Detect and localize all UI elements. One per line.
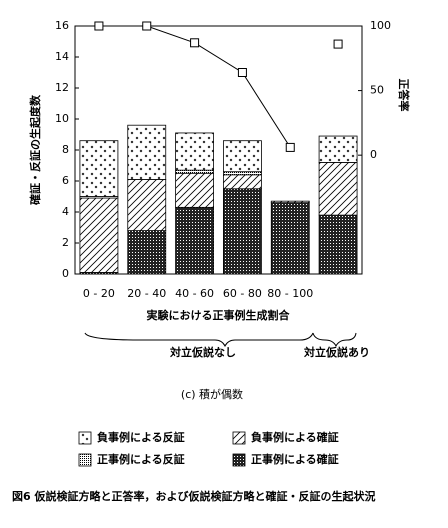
bar-segment xyxy=(318,214,358,275)
bar-segment xyxy=(175,172,214,208)
rate-marker xyxy=(237,68,247,77)
x-tick-label: 80 - 100 xyxy=(267,287,313,300)
bar-segment xyxy=(79,197,119,273)
group-label: 対立仮説なし xyxy=(169,345,236,359)
y2-tick-label: 100 xyxy=(370,19,391,32)
legend-swatch xyxy=(78,453,92,467)
y-tick-label: 10 xyxy=(55,112,69,125)
bar-segment xyxy=(175,206,214,275)
bar-segment xyxy=(318,161,358,216)
x-axis-label: 実験における正事例生成割合 xyxy=(147,308,291,322)
y-tick-label: 6 xyxy=(62,174,69,187)
bar-segment xyxy=(270,200,310,204)
x-tick-label: 20 - 40 xyxy=(127,287,166,300)
bar-segment xyxy=(127,230,167,275)
group-label: 対立仮説あり xyxy=(303,345,370,359)
bar-segment xyxy=(223,174,262,190)
y-tick-label: 2 xyxy=(62,236,69,249)
bar-segment xyxy=(79,140,119,197)
y2-axis-label: 正答率 xyxy=(397,79,411,112)
x-tick-label: 40 - 60 xyxy=(175,287,214,300)
legend-label: 正事例による反証 xyxy=(97,452,185,466)
group-brace xyxy=(84,332,357,348)
x-tick-label: 0 - 20 xyxy=(83,287,115,300)
y-tick-label: 4 xyxy=(62,205,69,218)
caption: 図6 仮説検証方略と正答率，および仮説検証方略と確証・反証の生起状況 xyxy=(12,489,375,503)
bar-segment xyxy=(270,202,310,275)
y2-tick-label: 50 xyxy=(370,84,384,97)
legend-swatch xyxy=(232,431,246,445)
legend-swatch xyxy=(232,453,246,467)
legend-label: 正事例による確証 xyxy=(251,452,339,466)
bar-segment xyxy=(127,179,167,231)
rate-marker xyxy=(142,21,152,31)
y-axis-label: 確証・反証の生起度数 xyxy=(28,94,42,205)
legend-label: 負事例による反証 xyxy=(97,430,185,444)
bar-segment xyxy=(175,169,214,174)
subtitle: (c) 積が偶数 xyxy=(181,387,243,401)
y2-tick-label: 0 xyxy=(370,148,377,161)
bar-segment xyxy=(127,124,167,180)
y-tick-label: 8 xyxy=(62,143,69,156)
y-tick-label: 14 xyxy=(55,50,69,63)
legend-label: 負事例による確証 xyxy=(251,430,339,444)
bar-segment xyxy=(223,171,262,176)
bar-segment xyxy=(318,135,358,163)
rate-marker xyxy=(94,21,104,31)
x-tick-label: 60 - 80 xyxy=(223,287,262,300)
bar-segment xyxy=(175,132,214,171)
bar-segment xyxy=(223,140,262,173)
y-tick-label: 12 xyxy=(55,81,69,94)
rate-marker xyxy=(285,142,295,152)
rate-marker xyxy=(190,38,200,48)
legend-swatch xyxy=(78,431,92,445)
y-tick-label: 0 xyxy=(62,267,69,280)
bar-segment xyxy=(223,188,262,275)
rate-marker xyxy=(333,39,343,49)
y-tick-label: 16 xyxy=(55,19,69,32)
